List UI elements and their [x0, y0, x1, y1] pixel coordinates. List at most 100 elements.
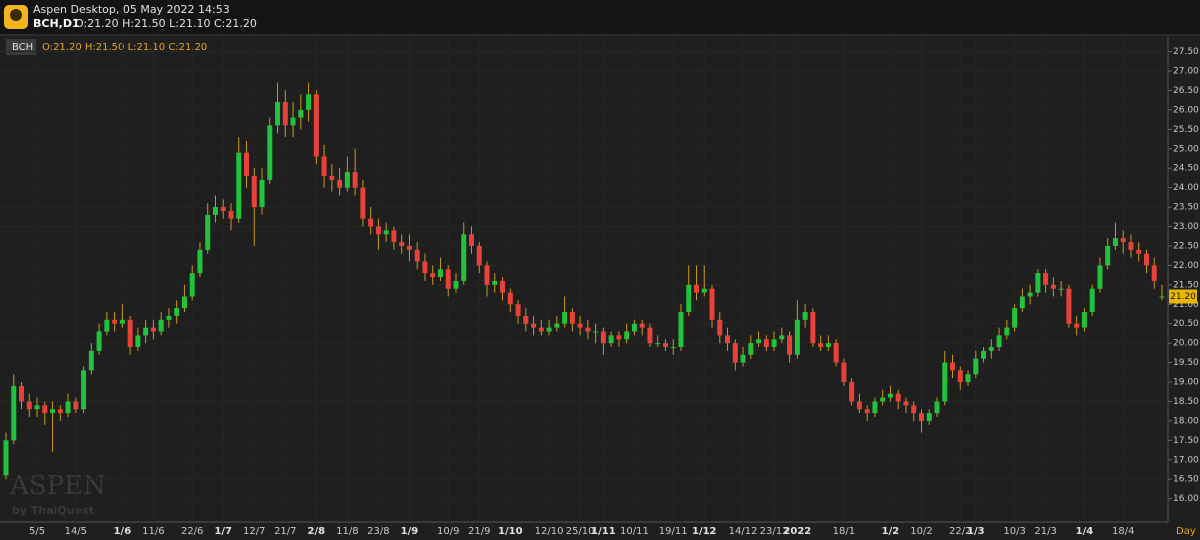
y-tick-label: 16.50 [1173, 475, 1199, 485]
candle-body [1012, 308, 1018, 328]
y-tick-label: 19.50 [1173, 358, 1199, 368]
candle-body [321, 156, 327, 176]
candle-body [515, 304, 521, 316]
x-tick-label: 23/8 [367, 526, 389, 537]
watermark-brand: ASPEN [9, 471, 106, 501]
candle-body [523, 315, 529, 324]
x-tick-label: 10/11 [620, 526, 649, 537]
y-tick-label: 20.00 [1173, 339, 1199, 349]
candle-body [818, 343, 824, 348]
candle-body [624, 331, 630, 340]
x-tick-label: 1/9 [401, 526, 419, 537]
candle-body [631, 323, 637, 332]
x-tick-label: 1/6 [114, 526, 132, 537]
candle-body [1151, 265, 1157, 281]
x-tick-label: 1/4 [1076, 526, 1094, 537]
y-tick-label: 24.50 [1173, 164, 1199, 174]
candle-body [197, 249, 203, 274]
x-tick-label: 2/8 [308, 526, 326, 537]
y-tick-label: 27.50 [1173, 47, 1199, 57]
candle-body [96, 331, 102, 351]
last-price-label: 21.20 [1170, 292, 1196, 302]
candle-body [756, 339, 762, 344]
candle-body [608, 335, 614, 344]
candle-body [709, 288, 715, 320]
period-label: Day [1176, 526, 1196, 537]
y-tick-label: 23.50 [1173, 203, 1199, 213]
x-tick-label: 21/9 [468, 526, 490, 537]
x-tick-label: 11/6 [142, 526, 164, 537]
candle-body [934, 401, 940, 414]
candle-body [492, 280, 498, 285]
candle-body [662, 343, 668, 348]
y-tick-label: 23.00 [1173, 222, 1199, 232]
window-title: Aspen Desktop, 05 May 2022 14:53 [33, 3, 230, 16]
candle-body [1027, 292, 1033, 297]
candle-body [1066, 288, 1072, 324]
legend-symbol-box [6, 39, 36, 55]
candle-body [437, 269, 443, 278]
candle-body [1058, 288, 1064, 290]
y-tick-label: 20.50 [1173, 319, 1199, 329]
x-tick-label: 1/7 [214, 526, 232, 537]
x-tick-label: 14/5 [65, 526, 87, 537]
x-tick-label: 1/3 [967, 526, 985, 537]
y-tick-label: 24.00 [1173, 183, 1199, 193]
candle-body [996, 335, 1002, 348]
candle-body [693, 284, 699, 293]
candle-body [802, 312, 808, 320]
candle-body [236, 152, 242, 219]
candle-body [507, 292, 513, 305]
candle-body [11, 385, 17, 441]
candle-body [228, 210, 234, 219]
candle-body [825, 343, 831, 348]
candle-body [973, 358, 979, 375]
candle-body [771, 339, 777, 348]
candle-body [453, 280, 459, 289]
candle-body [306, 94, 312, 110]
title-bar [0, 0, 1200, 34]
candle-body [205, 214, 211, 250]
candle-body [375, 226, 381, 235]
candle-body [763, 339, 769, 348]
y-tick-label: 25.50 [1173, 125, 1199, 135]
x-tick-label: 14/12 [729, 526, 758, 537]
candle-body [1004, 327, 1010, 336]
candle-body [65, 401, 71, 414]
candle-body [849, 382, 855, 402]
candle-body [988, 347, 994, 351]
candle-body [701, 288, 707, 293]
candle-body [275, 102, 281, 126]
candle-body [918, 413, 924, 421]
candle-body [399, 242, 405, 246]
candle-body [981, 350, 987, 359]
candle-body [748, 343, 754, 355]
candle-body [600, 331, 606, 344]
candle-body [1043, 273, 1049, 285]
last-price-tag [1169, 289, 1197, 304]
candle-body [298, 109, 304, 118]
candle-body [585, 327, 591, 332]
candle-body [26, 401, 32, 410]
candle-body [531, 323, 537, 328]
y-tick-label: 26.50 [1173, 86, 1199, 96]
x-tick-label: 5/5 [29, 526, 45, 537]
candle-body [414, 249, 420, 262]
candle-body [880, 397, 886, 402]
x-tick-label: 12/7 [243, 526, 265, 537]
candle-body [143, 327, 149, 336]
y-tick-label: 26.00 [1173, 105, 1199, 115]
candle-body [406, 245, 412, 250]
candle-body [81, 370, 87, 410]
candle-body [469, 234, 475, 246]
candle-body [220, 207, 226, 211]
candle-body [872, 401, 878, 414]
candle-body [1081, 312, 1087, 328]
candle-body [833, 343, 839, 363]
candle-body [562, 312, 568, 324]
candle-body [1035, 273, 1041, 293]
candle-body [166, 315, 172, 320]
x-tick-label: 19/11 [659, 526, 688, 537]
candle-body [127, 319, 133, 348]
